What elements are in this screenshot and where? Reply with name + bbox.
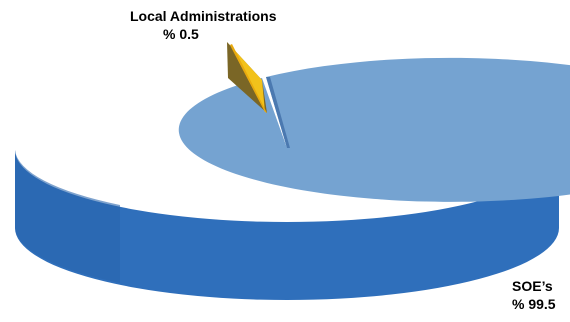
local-admin-label-text: Local Administrations: [130, 8, 277, 24]
soe-slice-side-shade: [15, 150, 120, 283]
soe-value-text: % 99.5: [512, 296, 556, 312]
soe-slice-cut-edge: [266, 77, 290, 148]
local-admin-slice-edge: [230, 44, 267, 113]
local-admin-slice-top: [227, 42, 265, 112]
local-admin-value-text: % 0.5: [163, 26, 199, 42]
local-admin-label: Local Administrations % 0.5: [130, 7, 277, 43]
soe-label: SOE’s % 99.5: [512, 277, 556, 313]
soe-label-text: SOE’s: [512, 278, 553, 294]
soe-slice-top: [178, 57, 570, 202]
soe-slice-side: [15, 150, 559, 300]
